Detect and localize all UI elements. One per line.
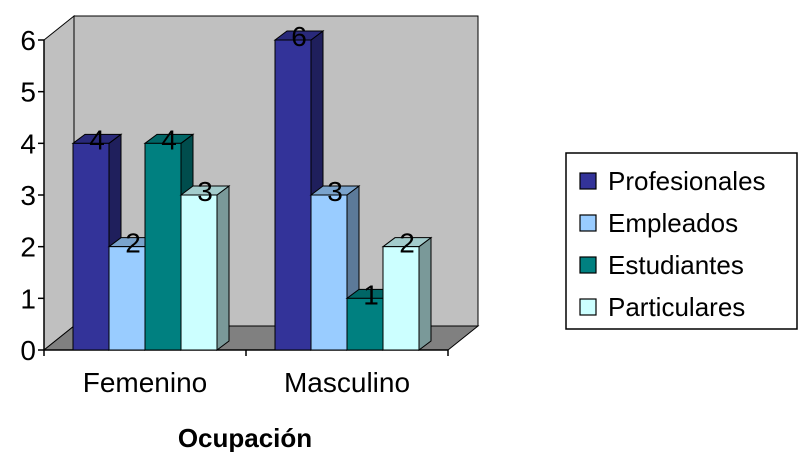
y-tick-label: 5 — [20, 77, 36, 108]
side-wall — [43, 14, 75, 352]
data-label: 2 — [399, 228, 415, 259]
data-label: 4 — [89, 124, 105, 155]
bar-particulares-masculino — [381, 236, 433, 351]
legend-label: Empleados — [608, 208, 738, 238]
legend-box — [565, 152, 798, 330]
legend-label: Estudiantes — [608, 250, 744, 280]
data-label: 4 — [161, 124, 177, 155]
y-tick-label: 4 — [20, 128, 36, 159]
x-tick-label: Femenino — [83, 367, 208, 398]
x-tick-label: Masculino — [284, 367, 410, 398]
data-label: 3 — [327, 176, 343, 207]
y-tick-label: 3 — [20, 180, 36, 211]
y-tick-label: 2 — [20, 232, 36, 263]
legend: Profesionales Empleados Estudiantes Particu… — [565, 152, 798, 330]
y-tick-label: 6 — [20, 25, 36, 56]
data-label: 2 — [125, 228, 141, 259]
y-tick-label: 1 — [20, 283, 36, 314]
data-label: 6 — [291, 21, 307, 52]
data-label: 1 — [363, 279, 379, 310]
bar-particulares-femenino — [179, 185, 231, 351]
legend-swatch — [579, 172, 597, 190]
legend-label: Profesionales — [608, 166, 766, 196]
data-label: 3 — [197, 176, 213, 207]
bars — [71, 30, 433, 351]
legend-swatch — [579, 298, 597, 316]
legend-swatch — [579, 214, 597, 232]
y-tick-label: 0 — [20, 335, 36, 366]
legend-label: Particulares — [608, 292, 745, 322]
legend-swatch — [579, 256, 597, 274]
x-axis-title: Ocupación — [178, 423, 312, 452]
